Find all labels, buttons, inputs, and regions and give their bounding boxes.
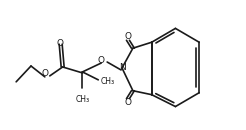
Text: N: N [119,63,125,72]
Text: CH₃: CH₃ [75,95,90,104]
Text: O: O [124,98,131,107]
Text: O: O [98,56,105,65]
Text: O: O [41,69,48,78]
Text: CH₃: CH₃ [100,77,114,86]
Text: O: O [124,32,131,41]
Text: O: O [56,39,63,48]
